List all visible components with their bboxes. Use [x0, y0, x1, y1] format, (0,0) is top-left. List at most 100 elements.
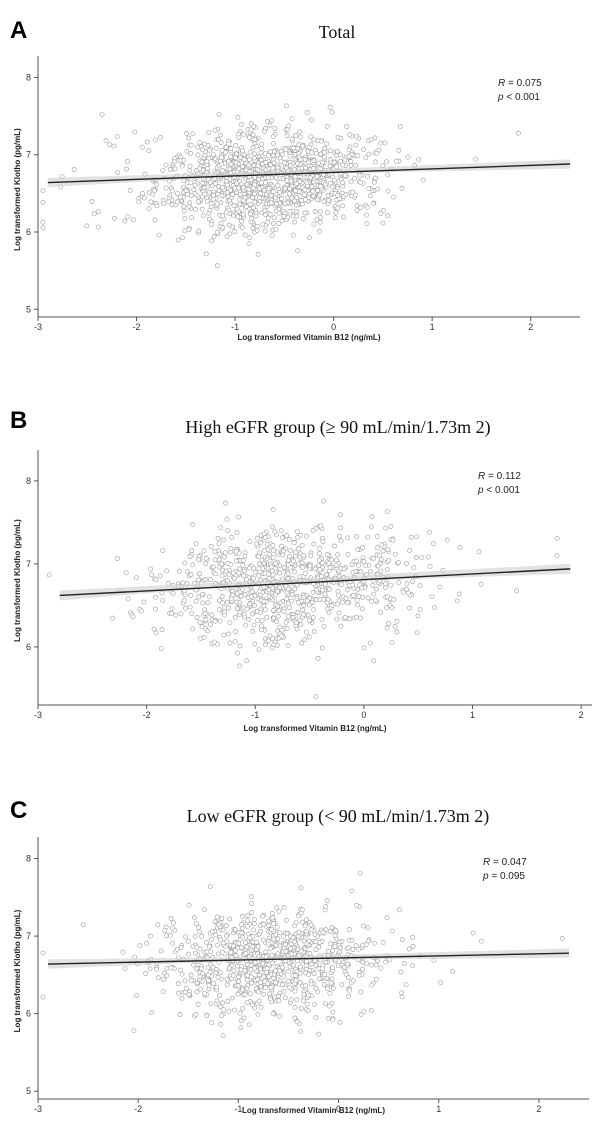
scatter-point [315, 138, 321, 144]
scatter-point [243, 940, 248, 945]
scatter-point [308, 981, 314, 987]
scatter-point [309, 927, 314, 933]
scatter-point [244, 944, 250, 950]
scatter-point [299, 919, 305, 925]
scatter-point [267, 211, 273, 217]
scatter-point [266, 571, 271, 577]
scatter-point [224, 982, 230, 988]
scatter-point [340, 162, 345, 168]
scatter-point [248, 127, 254, 133]
scatter-point [329, 557, 334, 563]
scatter-point [263, 160, 269, 166]
p-value: < 0.001 [484, 485, 521, 496]
scatter-point [425, 554, 431, 560]
x-tick-label: 1 [470, 710, 475, 720]
scatter-point [218, 970, 223, 975]
scatter-point [388, 582, 394, 588]
x-axis-label: Log transformed Vitamin B12 (ng/mL) [244, 724, 387, 733]
scatter-point [209, 238, 215, 244]
scatter-point [208, 544, 214, 549]
scatter-point [269, 118, 275, 123]
scatter-point [476, 549, 482, 555]
scatter-point [210, 564, 216, 570]
scatter-point [303, 165, 308, 171]
scatter-point [254, 227, 260, 233]
scatter-point [241, 611, 247, 617]
scatter-point [187, 168, 193, 173]
scatter-point [342, 173, 348, 178]
scatter-point [370, 583, 376, 588]
scatter-point [294, 1019, 300, 1025]
panel-letter: B [10, 407, 27, 434]
scatter-point [226, 1008, 232, 1014]
scatter-point [311, 158, 317, 164]
scatter-point [240, 914, 245, 919]
scatter-point [214, 998, 220, 1004]
scatter-point [182, 228, 188, 234]
scatter-point [294, 595, 300, 601]
scatter-point [196, 925, 201, 930]
scatter-point [192, 915, 197, 921]
scatter-point [140, 190, 145, 196]
scatter-point [353, 142, 359, 148]
scatter-point [382, 140, 388, 146]
scatter-point [231, 570, 236, 576]
scatter-point [167, 167, 173, 172]
scatter-point [179, 971, 185, 977]
scatter-point [378, 965, 384, 971]
scatter-point [255, 251, 261, 257]
scatter-point [285, 969, 291, 975]
scatter-point [251, 566, 256, 571]
scatter-point [267, 123, 273, 128]
scatter-point [231, 203, 237, 208]
scatter-point [238, 922, 244, 928]
scatter-point [318, 183, 323, 189]
scatter-point [369, 599, 374, 605]
scatter-point [319, 616, 325, 622]
scatter-point [284, 625, 290, 631]
scatter-point [355, 602, 360, 608]
scatter-point [152, 594, 158, 600]
scatter-point [241, 131, 246, 137]
scatter-point [273, 195, 278, 201]
scatter-point [292, 973, 298, 978]
scatter-point [427, 564, 433, 569]
scatter-point [326, 587, 332, 592]
scatter-point [295, 609, 301, 615]
scatter-point [242, 968, 248, 973]
scatter-point [394, 629, 400, 635]
scatter-point [252, 966, 257, 971]
scatter-point [408, 534, 414, 540]
scatter-point [375, 186, 381, 192]
scatter-point [107, 142, 113, 148]
scatter-point [386, 558, 391, 563]
scatter-point [255, 553, 261, 559]
scatter-point [234, 606, 240, 611]
scatter-point [249, 901, 255, 906]
scatter-point [240, 148, 246, 154]
scatter-point [242, 992, 248, 997]
scatter-point [284, 103, 289, 109]
scatter-point [396, 560, 401, 565]
scatter-point [242, 592, 248, 598]
scatter-point [454, 598, 460, 604]
scatter-point [227, 198, 232, 203]
scatter-point [285, 586, 291, 592]
scatter-point [275, 603, 280, 609]
scatter-point [178, 611, 184, 617]
y-tick-label: 5 [26, 304, 31, 314]
scatter-point [115, 170, 121, 175]
scatter-point [342, 157, 348, 163]
scatter-point [144, 139, 150, 145]
scatter-point [313, 1015, 319, 1021]
scatter-points [40, 103, 521, 269]
scatter-point [158, 948, 164, 954]
scatter-point [356, 946, 361, 952]
scatter-point [151, 626, 157, 632]
scatter-point [200, 213, 206, 219]
scatter-point [196, 929, 202, 935]
scatter-point [365, 595, 371, 601]
scatter-point [360, 966, 365, 972]
scatter-point [288, 598, 294, 604]
scatter-point [232, 948, 238, 953]
